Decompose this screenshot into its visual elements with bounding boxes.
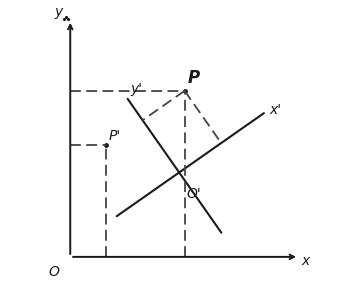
Text: y': y'	[130, 82, 143, 96]
Text: P: P	[187, 69, 199, 87]
Text: P': P'	[108, 129, 121, 142]
Text: O': O'	[186, 188, 201, 201]
Text: x': x'	[269, 103, 281, 117]
Text: x: x	[302, 254, 310, 268]
Text: O: O	[49, 265, 60, 279]
Text: y: y	[54, 5, 62, 19]
